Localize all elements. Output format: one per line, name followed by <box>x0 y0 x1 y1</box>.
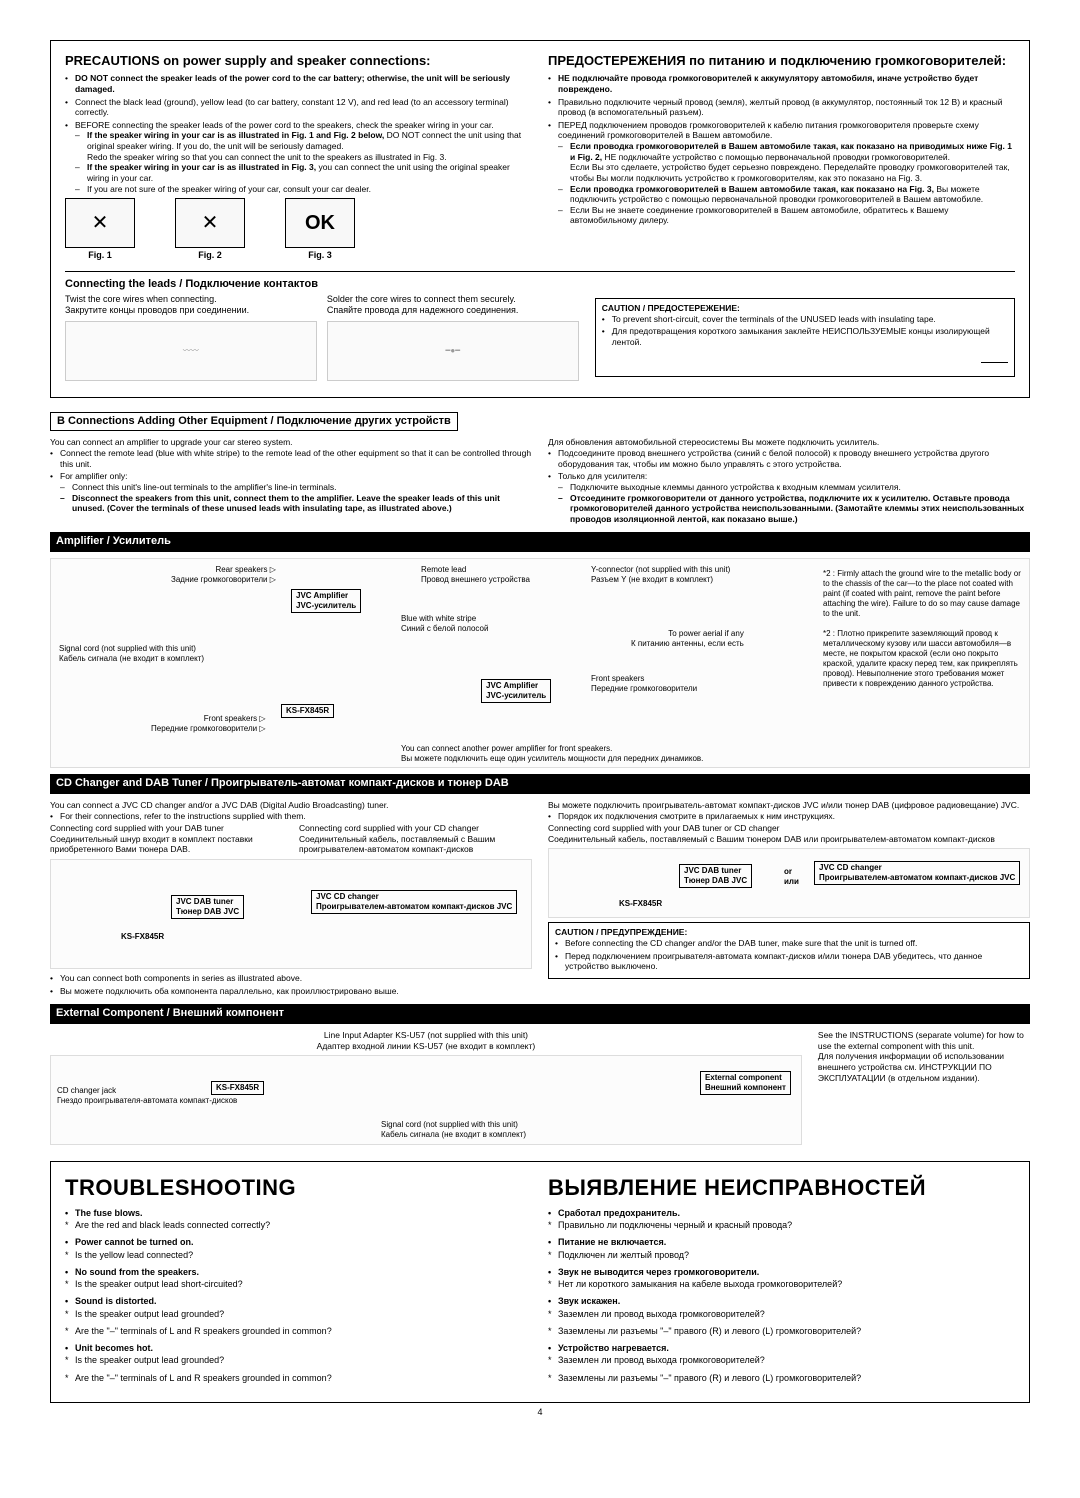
trouble-item-heading: No sound from the speakers. <box>65 1267 532 1278</box>
caution-box-1: CAUTION / ПРЕДОСТЕРЕЖЕНИЕ: To prevent sh… <box>595 298 1015 377</box>
trouble-item-question: Подключен ли желтый провод? <box>548 1250 1015 1261</box>
trouble-item-question: Заземлен ли провод выхода громкоговорите… <box>548 1309 1015 1320</box>
fig1-icon: ✕ <box>65 198 135 248</box>
troubleshooting-panel: TROUBLESHOOTING The fuse blows.Are the r… <box>50 1161 1030 1403</box>
trouble-item-heading: Устройство нагревается. <box>548 1343 1015 1354</box>
cd-diagram-right: JVC DAB tunerТюнер DAB JVC orили JVC CD … <box>548 848 1030 918</box>
trouble-item-question: Заземлен ли провод выхода громкоговорите… <box>548 1355 1015 1366</box>
trouble-item-question: Is the yellow lead connected? <box>65 1250 532 1261</box>
precautions-title-en: PRECAUTIONS on power supply and speaker … <box>65 53 532 69</box>
cd-diagram-left: JVC DAB tunerТюнер DAB JVC JVC CD change… <box>50 859 532 969</box>
trouble-item-heading: Сработал предохранитель. <box>548 1208 1015 1219</box>
amplifier-diagram: Rear speakers ▷Задние громкоговорители ▷… <box>50 558 1030 768</box>
section-b-title: B Connections Adding Other Equipment / П… <box>50 412 458 432</box>
trouble-item-heading: Питание не включается. <box>548 1237 1015 1248</box>
trouble-item-question: Нет ли короткого замыкания на кабеле вых… <box>548 1279 1015 1290</box>
precautions-panel: PRECAUTIONS on power supply and speaker … <box>50 40 1030 398</box>
fig2-icon: ✕ <box>175 198 245 248</box>
trouble-title-en: TROUBLESHOOTING <box>65 1174 532 1202</box>
ext-title: External Component / Внешний компонент <box>50 1004 1030 1024</box>
cd-title: CD Changer and DAB Tuner / Проигрыватель… <box>50 774 1030 794</box>
trouble-item-question: Are the red and black leads connected co… <box>65 1220 532 1231</box>
cd-caution: CAUTION / ПРЕДУПРЕЖДЕНИЕ: Before connect… <box>548 922 1030 979</box>
precautions-title-ru: ПРЕДОСТЕРЕЖЕНИЯ по питанию и подключению… <box>548 53 1015 69</box>
connecting-title: Connecting the leads / Подключение конта… <box>65 278 1015 292</box>
trouble-item-heading: The fuse blows. <box>65 1208 532 1219</box>
trouble-item-heading: Звук не выводится через громкоговорители… <box>548 1267 1015 1278</box>
prec-en-b2: Connect the black lead (ground), yellow … <box>65 97 532 118</box>
prec-en-b3: BEFORE connecting the speaker leads of t… <box>75 120 494 130</box>
amp-title: Amplifier / Усилитель <box>50 532 1030 552</box>
trouble-item-heading: Звук искажен. <box>548 1296 1015 1307</box>
page-number: 4 <box>50 1407 1030 1418</box>
trouble-item-question: Are the "–" terminals of L and R speaker… <box>65 1326 532 1337</box>
trouble-title-ru: ВЫЯВЛЕНИЕ НЕИСПРАВНОСТЕЙ <box>548 1174 1015 1202</box>
trouble-item-heading: Sound is distorted. <box>65 1296 532 1307</box>
trouble-item-question: Заземлены ли разъемы "–" правого (R) и л… <box>548 1373 1015 1384</box>
solder-diagram: ━●━ <box>327 321 579 381</box>
trouble-item-question: Правильно ли подключены черный и красный… <box>548 1220 1015 1231</box>
trouble-item-heading: Unit becomes hot. <box>65 1343 532 1354</box>
prec-en-b1: DO NOT connect the speaker leads of the … <box>75 73 510 94</box>
twist-diagram: 〰〰 <box>65 321 317 381</box>
trouble-item-question: Is the speaker output lead short-circuit… <box>65 1279 532 1290</box>
trouble-item-heading: Power cannot be turned on. <box>65 1237 532 1248</box>
ext-diagram: CD changer jackГнездо проигрывателя-авто… <box>50 1055 802 1145</box>
trouble-item-question: Are the "–" terminals of L and R speaker… <box>65 1373 532 1384</box>
fig3-icon: OK <box>285 198 355 248</box>
trouble-item-question: Is the speaker output lead grounded? <box>65 1309 532 1320</box>
trouble-item-question: Заземлены ли разъемы "–" правого (R) и л… <box>548 1326 1015 1337</box>
trouble-item-question: Is the speaker output lead grounded? <box>65 1355 532 1366</box>
